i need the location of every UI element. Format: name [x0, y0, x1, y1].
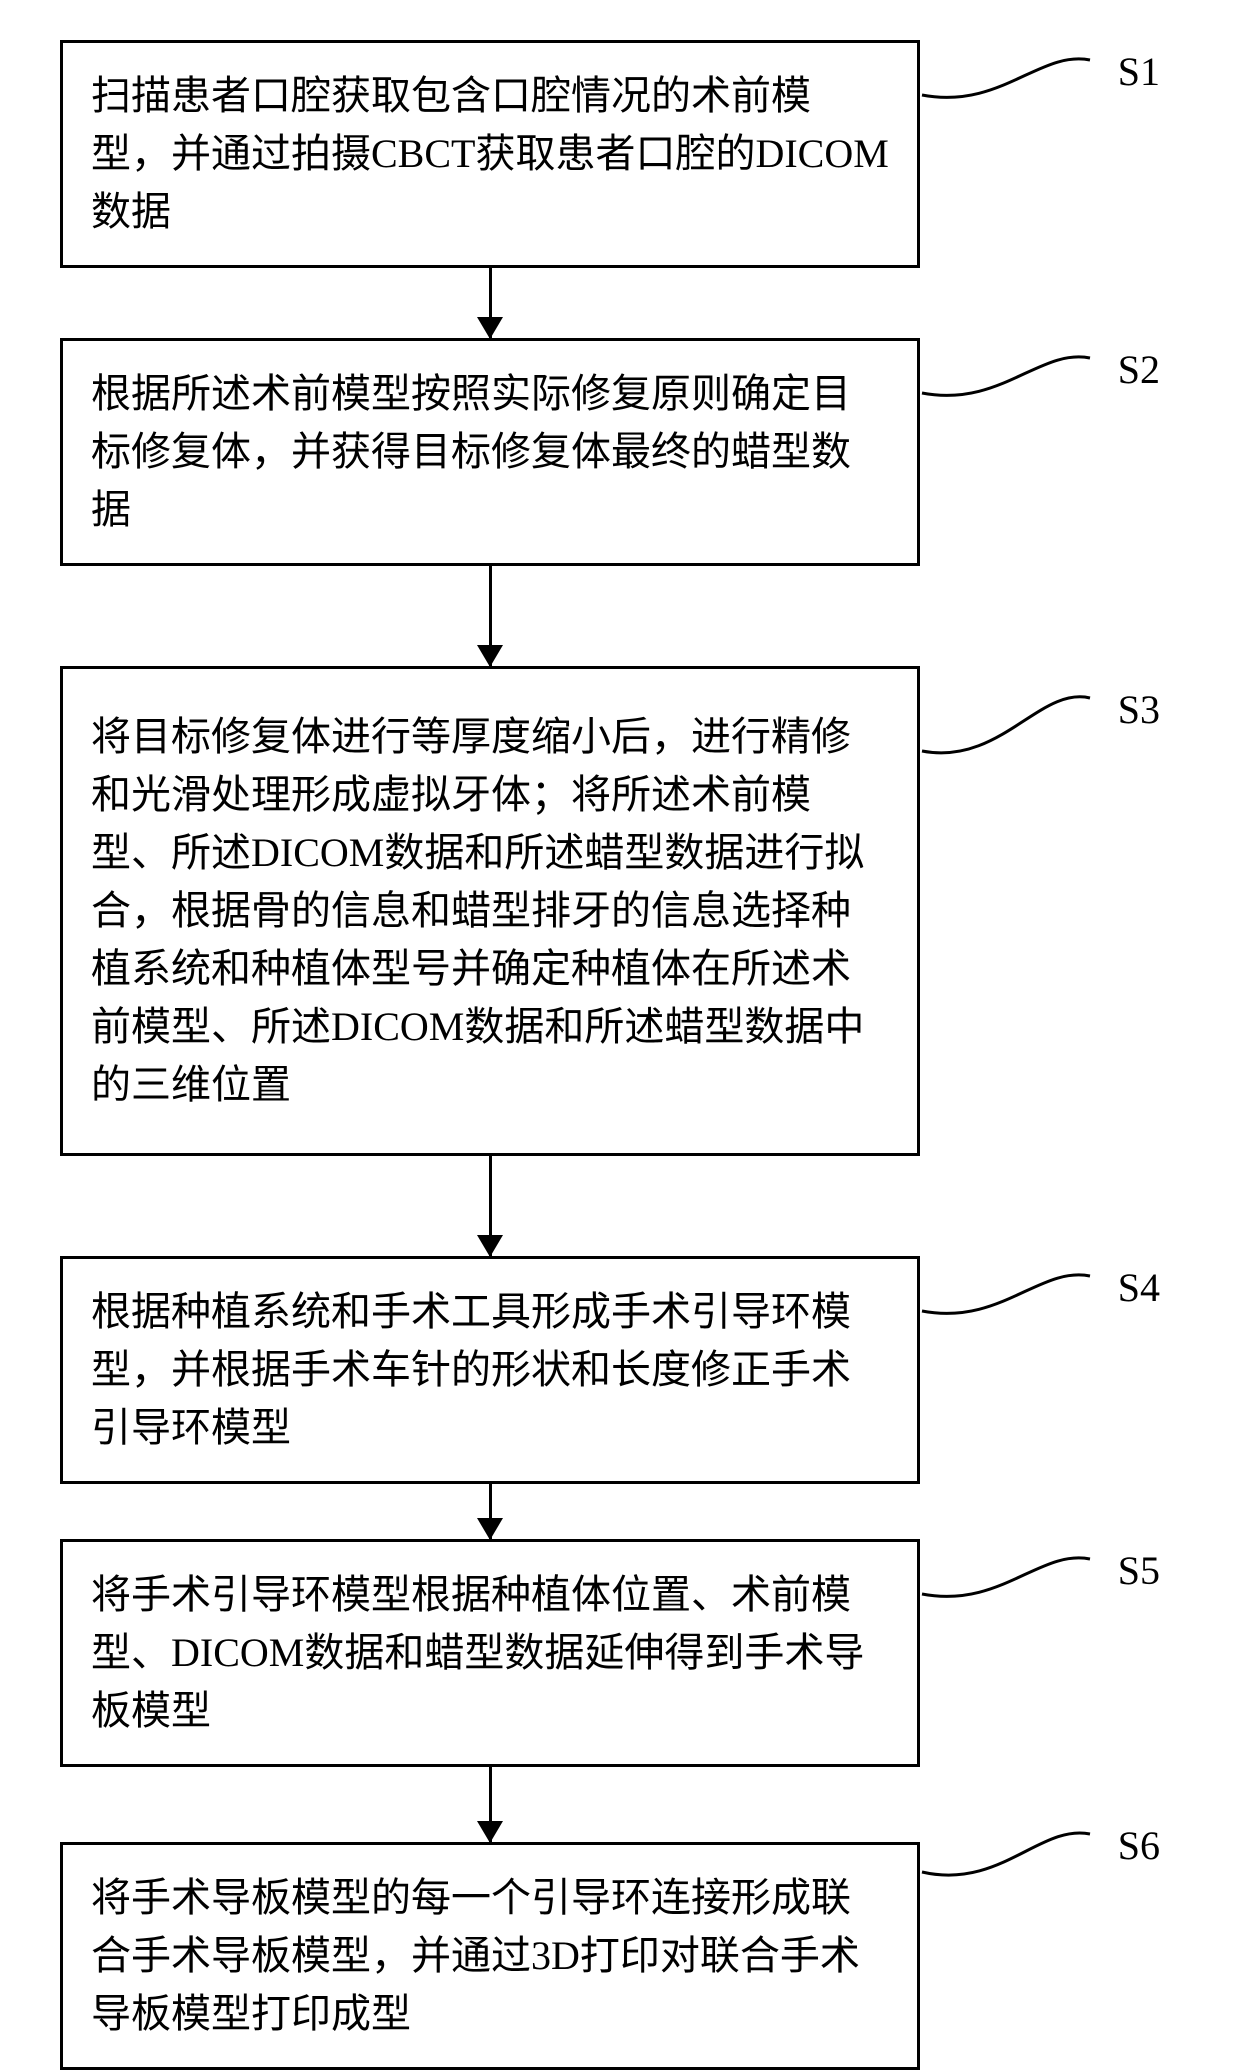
- connector-s3: [60, 661, 1100, 771]
- step-s1: 扫描患者口腔获取包含口腔情况的术前模型，并通过拍摄CBCT获取患者口腔的DICO…: [60, 40, 1160, 268]
- connector-s6: [60, 1819, 1100, 1895]
- arrow-s4: [60, 1484, 920, 1539]
- step-label-s3: S3: [1118, 686, 1160, 733]
- step-s2: 根据所述术前模型按照实际修复原则确定目标修复体，并获得目标修复体最终的蜡型数据S…: [60, 338, 1160, 566]
- flowchart-container: 扫描患者口腔获取包含口腔情况的术前模型，并通过拍摄CBCT获取患者口腔的DICO…: [60, 40, 1160, 2070]
- step-label-s6: S6: [1118, 1822, 1160, 1869]
- step-text-s6: 将手术导板模型的每一个引导环连接形成联合手术导板模型，并通过3D打印对联合手术导…: [91, 1869, 889, 2043]
- arrow-s3: [60, 1156, 920, 1256]
- connector-s4: [60, 1251, 1100, 1331]
- step-label-s2: S2: [1118, 346, 1160, 393]
- step-s4: 根据种植系统和手术工具形成手术引导环模型，并根据手术车针的形状和长度修正手术引导…: [60, 1256, 1160, 1484]
- step-label-s5: S5: [1118, 1547, 1160, 1594]
- step-s6: 将手术导板模型的每一个引导环连接形成联合手术导板模型，并通过3D打印对联合手术导…: [60, 1842, 1160, 2070]
- connector-s5: [60, 1534, 1100, 1614]
- connector-s1: [60, 35, 1100, 115]
- step-label-s1: S1: [1118, 48, 1160, 95]
- connector-s2: [60, 333, 1100, 413]
- step-s5: 将手术引导环模型根据种植体位置、术前模型、DICOM数据和蜡型数据延伸得到手术导…: [60, 1539, 1160, 1767]
- step-s3: 将目标修复体进行等厚度缩小后，进行精修和光滑处理形成虚拟牙体；将所述术前模型、所…: [60, 666, 1160, 1156]
- arrow-s2: [60, 566, 920, 666]
- step-label-s4: S4: [1118, 1264, 1160, 1311]
- arrow-s1: [60, 268, 920, 338]
